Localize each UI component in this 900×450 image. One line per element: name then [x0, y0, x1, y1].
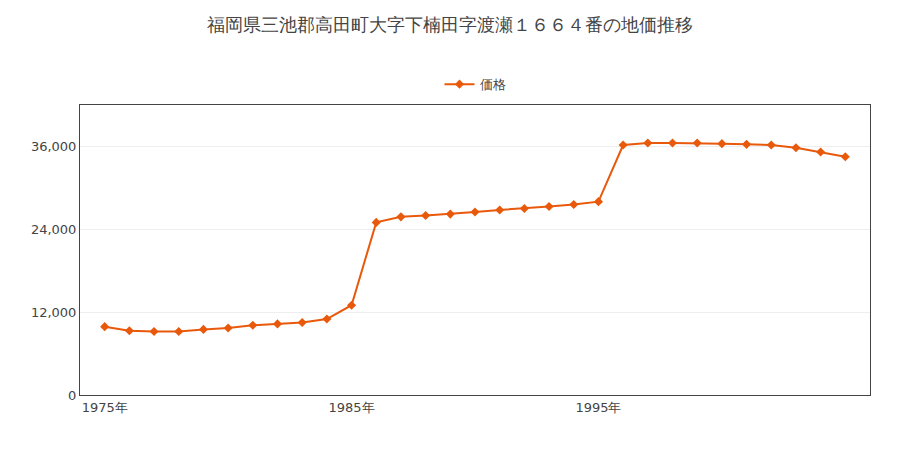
svg-text:24,000: 24,000 [31, 222, 77, 237]
svg-text:価格: 価格 [480, 77, 506, 92]
svg-text:12,000: 12,000 [31, 305, 77, 320]
svg-text:福岡県三池郡高田町大字下楠田字渡瀬１６６４番の地価推移: 福岡県三池郡高田町大字下楠田字渡瀬１６６４番の地価推移 [207, 14, 693, 35]
svg-text:1995年: 1995年 [575, 400, 621, 415]
svg-text:1975年: 1975年 [82, 400, 128, 415]
svg-text:0: 0 [68, 388, 76, 403]
svg-text:36,000: 36,000 [31, 139, 77, 154]
svg-text:1985年: 1985年 [329, 400, 375, 415]
